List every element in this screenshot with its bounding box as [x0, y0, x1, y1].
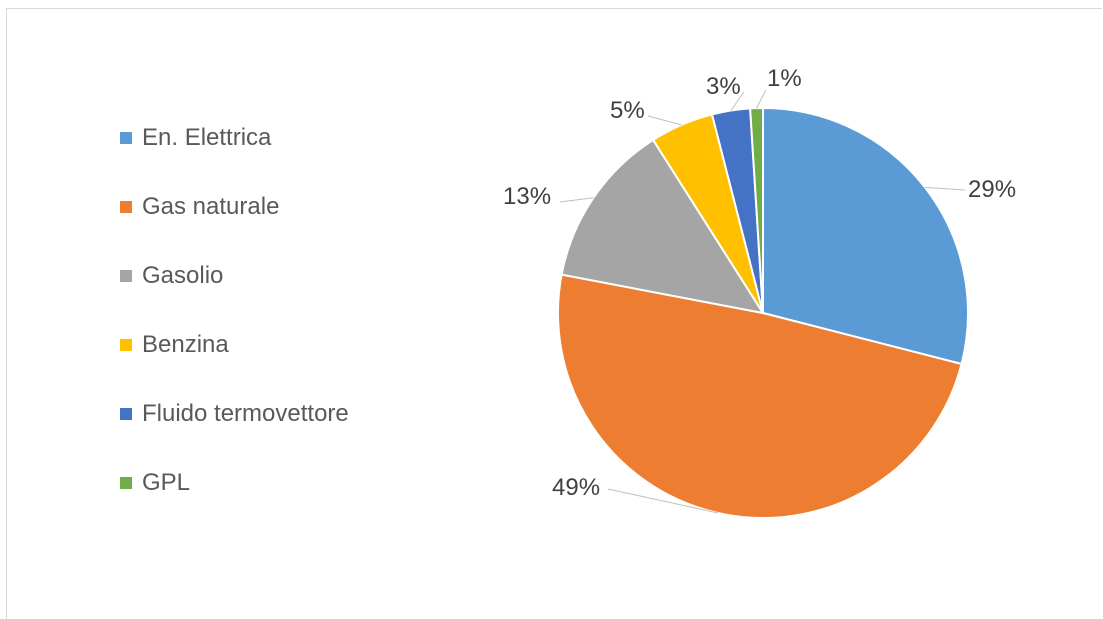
- pie-slice-gas-naturale: [557, 273, 963, 519]
- pie-slice-gasolio: [560, 138, 766, 315]
- legend-label-gasolio: Gasolio: [142, 262, 224, 289]
- leader-line-2: [559, 197, 594, 203]
- data-label-en-elettrica: 29%: [968, 176, 1016, 203]
- legend-label-fluido-termovettore: Fluido termovettore: [142, 400, 349, 427]
- legend-item-gpl: GPL: [120, 471, 190, 495]
- legend-item-benzina: Benzina: [120, 333, 229, 357]
- leader-line-5: [756, 89, 767, 109]
- legend-swatch-gas-naturale: [120, 201, 132, 213]
- legend-label-benzina: Benzina: [142, 331, 229, 358]
- legend-swatch-gasolio: [120, 270, 132, 282]
- data-label-gpl: 1%: [767, 65, 802, 92]
- data-label-benzina: 5%: [610, 97, 645, 124]
- data-labels: 29% 49% 13% 5% 3% 1%: [503, 65, 1016, 501]
- leader-line-4: [730, 91, 745, 111]
- data-label-fluido-termovettore: 3%: [706, 73, 741, 100]
- data-label-gasolio: 13%: [503, 183, 551, 210]
- legend-item-gas-naturale: Gas naturale: [120, 195, 279, 219]
- legend-label-en-elettrica: En. Elettrica: [142, 124, 272, 151]
- legend-label-gas-naturale: Gas naturale: [142, 193, 280, 220]
- leader-line-3: [647, 115, 682, 126]
- legend-item-en-elettrica: En. Elettrica: [120, 126, 271, 150]
- leader-line-1: [607, 488, 719, 514]
- leader-line-0: [924, 186, 966, 191]
- legend-item-gasolio: Gasolio: [120, 264, 223, 288]
- legend-swatch-fluido-termovettore: [120, 408, 132, 420]
- leader-lines: [559, 89, 966, 514]
- legend-swatch-benzina: [120, 339, 132, 351]
- data-label-gas-naturale: 49%: [552, 474, 600, 501]
- legend-swatch-gpl: [120, 477, 132, 489]
- legend-swatch-en-elettrica: [120, 132, 132, 144]
- pie-slices: [557, 106, 969, 519]
- legend-item-fluido-termovettore: Fluido termovettore: [120, 402, 349, 426]
- legend-label-gpl: GPL: [142, 469, 191, 496]
- pie-slice-gpl: [749, 106, 764, 314]
